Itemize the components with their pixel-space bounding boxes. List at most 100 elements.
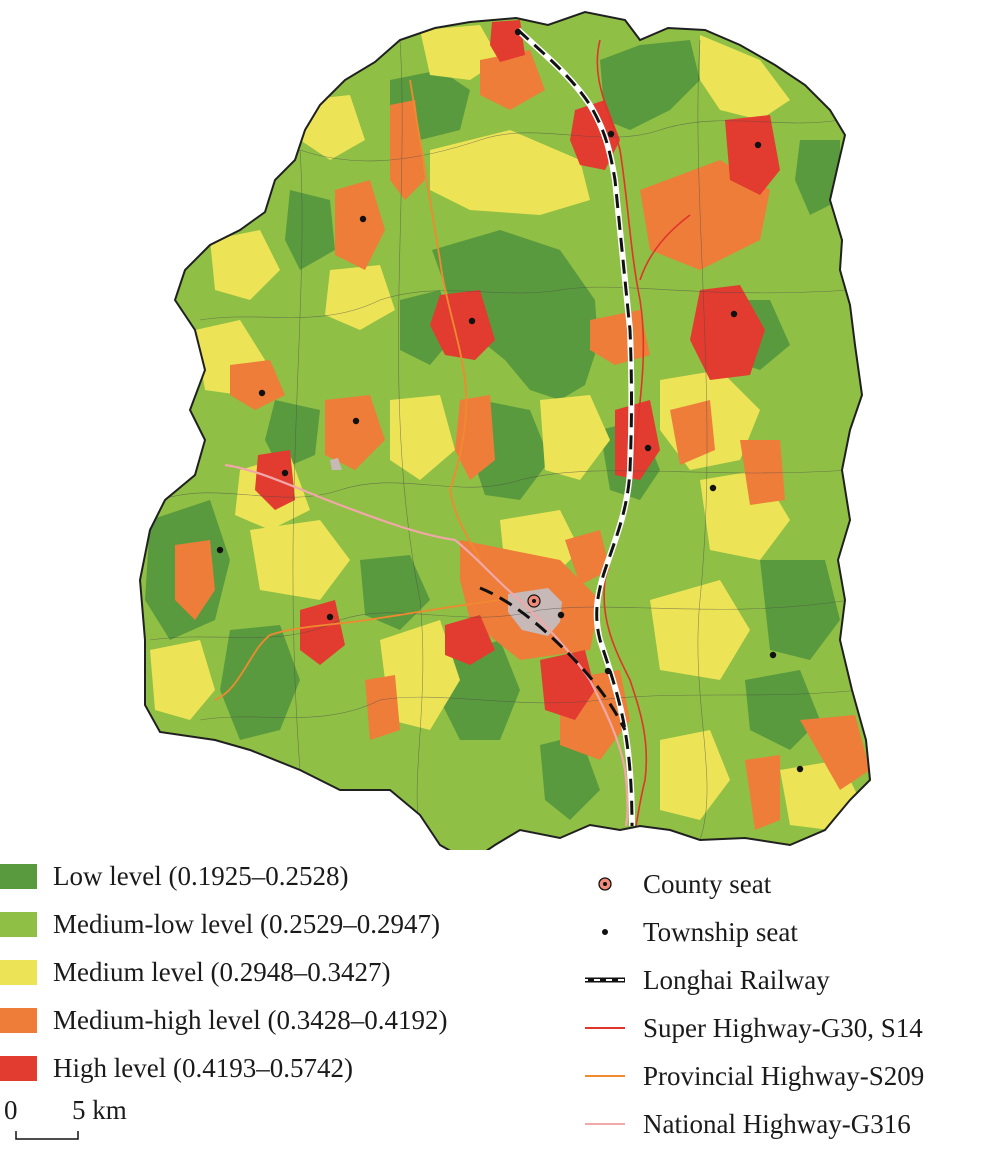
region-high [300, 600, 345, 665]
region-low [220, 625, 300, 740]
township-seat [769, 651, 777, 659]
region-medium-high [565, 530, 610, 585]
region-medium [390, 395, 455, 480]
township-seat-icon [602, 929, 608, 935]
region-medium-high [175, 540, 215, 620]
township-seat [709, 484, 717, 492]
legend-item-county-seat: County seat [585, 860, 1000, 908]
township-seat [607, 130, 615, 138]
super-highway-line-icon [585, 1027, 625, 1029]
legend-item-medium-high: Medium-high level (0.3428–0.4192) [0, 996, 590, 1044]
legend-swatch-medium [0, 959, 37, 985]
super-highway-g30-s14 [639, 214, 691, 281]
legend-label-township-seat: Township seat [643, 916, 798, 947]
railway-line-icon [585, 977, 625, 983]
level-regions [140, 12, 870, 850]
region-medium [650, 580, 750, 680]
roads [214, 27, 691, 827]
region-medium-high [230, 360, 285, 410]
township-seat [754, 141, 762, 149]
legend-label-high: High level (0.4193–0.5742) [53, 1052, 353, 1083]
region-boundaries [149, 39, 861, 841]
legend-item-railway: Longhai Railway [585, 956, 1000, 1004]
region-low [540, 735, 600, 820]
legend-label-medium: Medium level (0.2948–0.3427) [53, 956, 391, 987]
region-medium [430, 130, 590, 215]
national-highway-line-icon [585, 1123, 625, 1125]
township-seat [216, 546, 224, 554]
provincial-highway-s209 [409, 79, 481, 561]
legend-item-provincial-highway: Provincial Highway-S209 [585, 1052, 1000, 1100]
region-low [795, 140, 840, 215]
settlements [216, 28, 804, 773]
legend-label-super-highway: Super Highway-G30, S14 [643, 1012, 923, 1043]
region-medium [210, 230, 280, 300]
township-seat [644, 444, 652, 452]
region-high [430, 290, 495, 360]
region-medium-high [480, 50, 545, 110]
region-medium [380, 620, 460, 730]
township-seat [352, 417, 360, 425]
legend-label-county-seat: County seat [643, 868, 772, 899]
legend-item-national-highway: National Highway-G316 [585, 1100, 1000, 1148]
provincial-highway-line-icon [585, 1075, 625, 1077]
longhai-railway [516, 28, 634, 827]
township-seat [258, 389, 266, 397]
scale-bar-line [15, 1131, 79, 1140]
national-highway-g316 [224, 463, 629, 827]
region-medium [325, 265, 395, 330]
region-medium-high [800, 715, 870, 790]
county-seat-icon [598, 877, 612, 891]
legend-label-provincial-highway: Provincial Highway-S209 [643, 1060, 925, 1091]
region-low [440, 640, 520, 740]
region-medium-high [335, 180, 385, 270]
region-medium [660, 730, 730, 820]
township-seat [557, 611, 565, 619]
region-high [725, 115, 780, 195]
region-low [600, 40, 700, 130]
region-medium-high [670, 400, 715, 465]
longhai-railway-branch [479, 586, 627, 731]
level-legend: Low level (0.1925–0.2528) Medium-low lev… [0, 852, 590, 1092]
township-seat [326, 613, 334, 621]
region-low [360, 555, 430, 630]
legend-item-township-seat: Township seat [585, 908, 1000, 956]
legend-item-medium-low: Medium-low level (0.2529–0.2947) [0, 900, 590, 948]
legend-item-low: Low level (0.1925–0.2528) [0, 852, 590, 900]
scale-bar: 0 5 km [4, 1095, 164, 1145]
region-high [615, 400, 660, 480]
township-seat [514, 28, 522, 36]
legend-item-super-highway: Super Highway-G30, S14 [585, 1004, 1000, 1052]
region-high [690, 285, 765, 380]
legend-label-medium-high: Medium-high level (0.3428–0.4192) [53, 1004, 448, 1035]
symbol-legend: County seat Township seat Longhai Railwa… [585, 860, 1000, 1148]
legend-item-medium: Medium level (0.2948–0.3427) [0, 948, 590, 996]
region-medium-high [745, 755, 780, 830]
county-seat-area [330, 458, 342, 470]
region-low [285, 190, 335, 270]
legend-label-national-highway: National Highway-G316 [643, 1108, 911, 1139]
region-medium-high [640, 160, 770, 270]
region-medium [250, 520, 350, 600]
region-medium [540, 395, 610, 480]
county-map [139, 11, 871, 850]
scale-end-label: 5 km [72, 1095, 127, 1125]
legend-item-high: High level (0.4193–0.5742) [0, 1044, 590, 1092]
region-medium-high [325, 395, 385, 470]
legend-label-medium-low: Medium-low level (0.2529–0.2947) [53, 908, 440, 939]
scale-start-label: 0 [4, 1095, 18, 1125]
legend-swatch-low [0, 863, 37, 889]
county-seat-marker-core [532, 599, 536, 603]
region-high [445, 615, 495, 665]
township-seat [468, 317, 476, 325]
township-seat [281, 469, 289, 477]
township-seat [604, 667, 612, 675]
region-low [760, 560, 840, 660]
provincial-highway-s209 [214, 599, 501, 701]
region-medium-high [590, 310, 650, 365]
region-medium-high [390, 100, 425, 200]
region-low [432, 230, 598, 400]
township-seat [359, 215, 367, 223]
region-medium [150, 640, 215, 720]
legend-swatch-high [0, 1055, 37, 1081]
